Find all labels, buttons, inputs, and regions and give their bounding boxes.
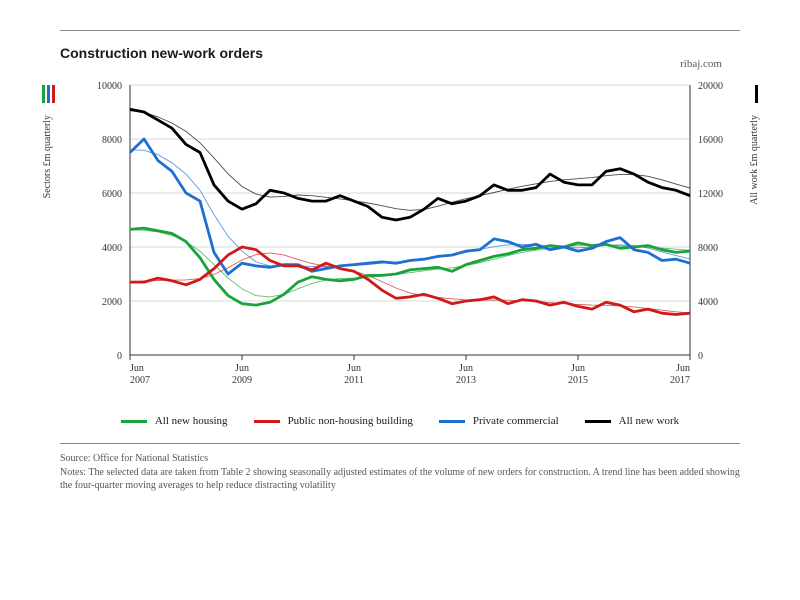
svg-text:0: 0 <box>698 351 703 362</box>
svg-text:2007: 2007 <box>130 375 150 386</box>
svg-text:Jun: Jun <box>459 363 473 374</box>
svg-text:0: 0 <box>117 351 122 362</box>
legend-label: All new housing <box>155 415 228 427</box>
legend-swatch <box>254 420 280 423</box>
left-axis-label: Sectors £m quarterly <box>42 115 53 198</box>
source-line: Source: Office for National Statistics <box>60 452 740 466</box>
svg-text:6000: 6000 <box>102 189 122 200</box>
svg-text:2013: 2013 <box>456 375 476 386</box>
legend-label: Public non-housing building <box>288 415 413 427</box>
svg-text:Jun: Jun <box>676 363 690 374</box>
chart-page: Construction new-work orders ribaj.com S… <box>0 0 800 513</box>
svg-text:8000: 8000 <box>698 243 718 254</box>
legend-swatch <box>121 420 147 423</box>
svg-text:2011: 2011 <box>344 375 364 386</box>
svg-text:Jun: Jun <box>347 363 361 374</box>
svg-text:Jun: Jun <box>235 363 249 374</box>
chart-title: Construction new-work orders <box>60 45 740 61</box>
legend: All new housing Public non-housing buildi… <box>100 415 700 427</box>
legend-item: Private commercial <box>439 415 559 427</box>
svg-text:2009: 2009 <box>232 375 252 386</box>
legend-label: Private commercial <box>473 415 559 427</box>
top-rule <box>60 30 740 31</box>
right-axis-indicator <box>755 85 758 103</box>
svg-text:8000: 8000 <box>102 135 122 146</box>
svg-text:4000: 4000 <box>698 297 718 308</box>
legend-item: Public non-housing building <box>254 415 413 427</box>
legend-label: All new work <box>619 415 680 427</box>
svg-text:16000: 16000 <box>698 135 723 146</box>
svg-text:2015: 2015 <box>568 375 588 386</box>
svg-text:4000: 4000 <box>102 243 122 254</box>
line-chart: 0 2000 4000 6000 8000 10000 0 4000 8000 12000 1600… <box>60 65 740 405</box>
chart-area: Sectors £m quarterly All work £m quarter… <box>60 65 740 405</box>
notes-line: Notes: The selected data are taken from … <box>60 466 740 493</box>
svg-text:2017: 2017 <box>670 375 690 386</box>
svg-text:2000: 2000 <box>102 297 122 308</box>
svg-text:Jun: Jun <box>130 363 144 374</box>
legend-swatch <box>585 420 611 423</box>
footer-rule <box>60 443 740 444</box>
svg-text:12000: 12000 <box>698 189 723 200</box>
right-axis-label: All work £m quarterly <box>749 115 760 205</box>
left-axis-indicator <box>42 85 55 103</box>
legend-item: All new work <box>585 415 680 427</box>
svg-text:Jun: Jun <box>571 363 585 374</box>
svg-text:10000: 10000 <box>97 81 122 92</box>
legend-swatch <box>439 420 465 423</box>
legend-item: All new housing <box>121 415 228 427</box>
svg-text:20000: 20000 <box>698 81 723 92</box>
